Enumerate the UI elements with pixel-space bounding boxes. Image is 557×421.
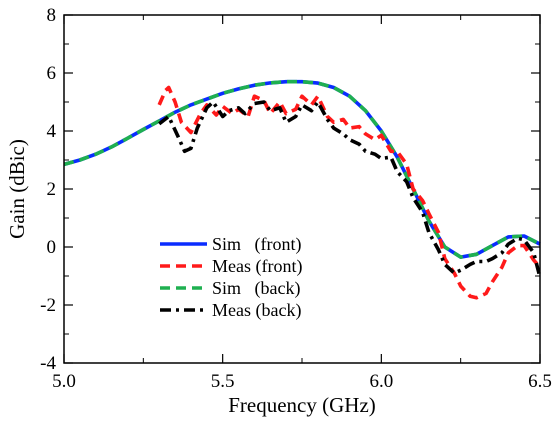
y-tick-label: 6 bbox=[47, 63, 57, 84]
x-tick-label: 6.0 bbox=[369, 371, 393, 392]
x-tick-label: 6.5 bbox=[528, 371, 552, 392]
y-axis-label: Gain (dBic) bbox=[5, 139, 29, 239]
series-line-meas-back bbox=[158, 100, 542, 278]
legend-label-sim-front: Sim (front) bbox=[212, 234, 302, 255]
legend-label-sim-back: Sim (back) bbox=[212, 278, 300, 299]
y-tick-label: 2 bbox=[47, 179, 57, 200]
tick-labels-layer: 5.0 5.5 6.0 6.5 -4 -2 0 2 4 6 8 bbox=[40, 5, 552, 392]
legend-label-meas-front: Meas (front) bbox=[212, 256, 302, 277]
y-tick-label: -4 bbox=[40, 353, 56, 374]
ticks-layer bbox=[63, 14, 541, 364]
series-layer bbox=[63, 79, 542, 300]
series-line-sim-front bbox=[63, 79, 541, 259]
legend: Sim (front)Meas (front)Sim (back)Meas (b… bbox=[160, 234, 302, 321]
legend-label-meas-back: Meas (back) bbox=[212, 300, 301, 321]
x-tick-label: 5.0 bbox=[52, 371, 76, 392]
series-line-meas-front bbox=[157, 85, 542, 300]
y-tick-label: 0 bbox=[47, 237, 57, 258]
x-tick-label: 5.5 bbox=[211, 371, 235, 392]
y-tick-label: -2 bbox=[40, 295, 56, 316]
y-tick-label: 8 bbox=[47, 5, 57, 26]
plot-frame bbox=[63, 14, 541, 364]
series-line-sim-back bbox=[63, 79, 541, 259]
y-tick-label: 4 bbox=[47, 121, 57, 142]
x-axis-label: Frequency (GHz) bbox=[228, 393, 376, 417]
